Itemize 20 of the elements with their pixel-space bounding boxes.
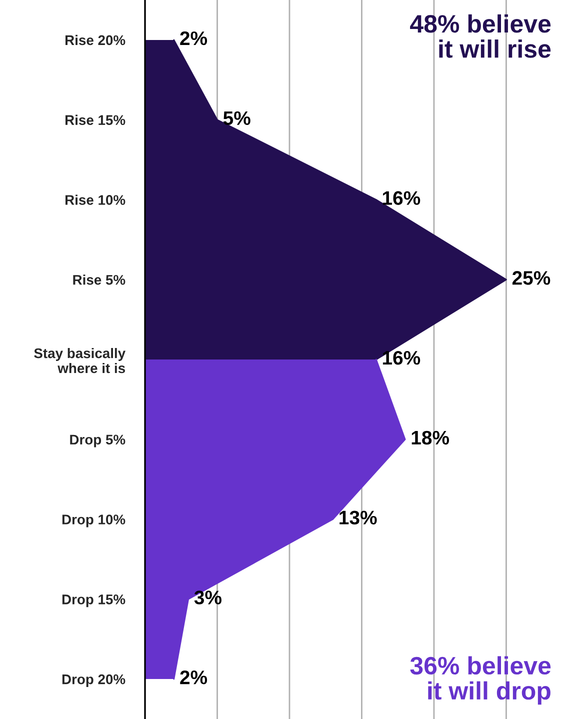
y-tick-label: Rise 10% <box>65 194 126 205</box>
data-label: 25% <box>512 271 550 285</box>
data-label: 16% <box>382 191 420 205</box>
y-tick-label: Drop 15% <box>62 594 126 608</box>
y-tick-label: Rise 15% <box>65 114 126 126</box>
y-tick-label: Stay basically where it is <box>34 348 126 374</box>
data-label: 13% <box>340 510 377 525</box>
data-label: 2% <box>180 670 208 684</box>
y-tick-label: Drop 20% <box>62 674 126 687</box>
y-tick-label: Rise 20% <box>65 34 126 46</box>
y-tick-label: Drop 10% <box>62 514 126 528</box>
y-tick-label: Rise 5% <box>73 274 126 285</box>
data-label: 5% <box>223 111 250 126</box>
data-label: 2% <box>180 31 208 46</box>
data-label: 3% <box>194 590 222 604</box>
annotation: 48% believe it will rise <box>410 14 551 58</box>
data-label: 18% <box>412 430 450 445</box>
annotation: 36% believe it will drop <box>410 656 551 705</box>
data-label: 16% <box>382 350 420 365</box>
y-tick-label: Drop 5% <box>70 434 126 448</box>
